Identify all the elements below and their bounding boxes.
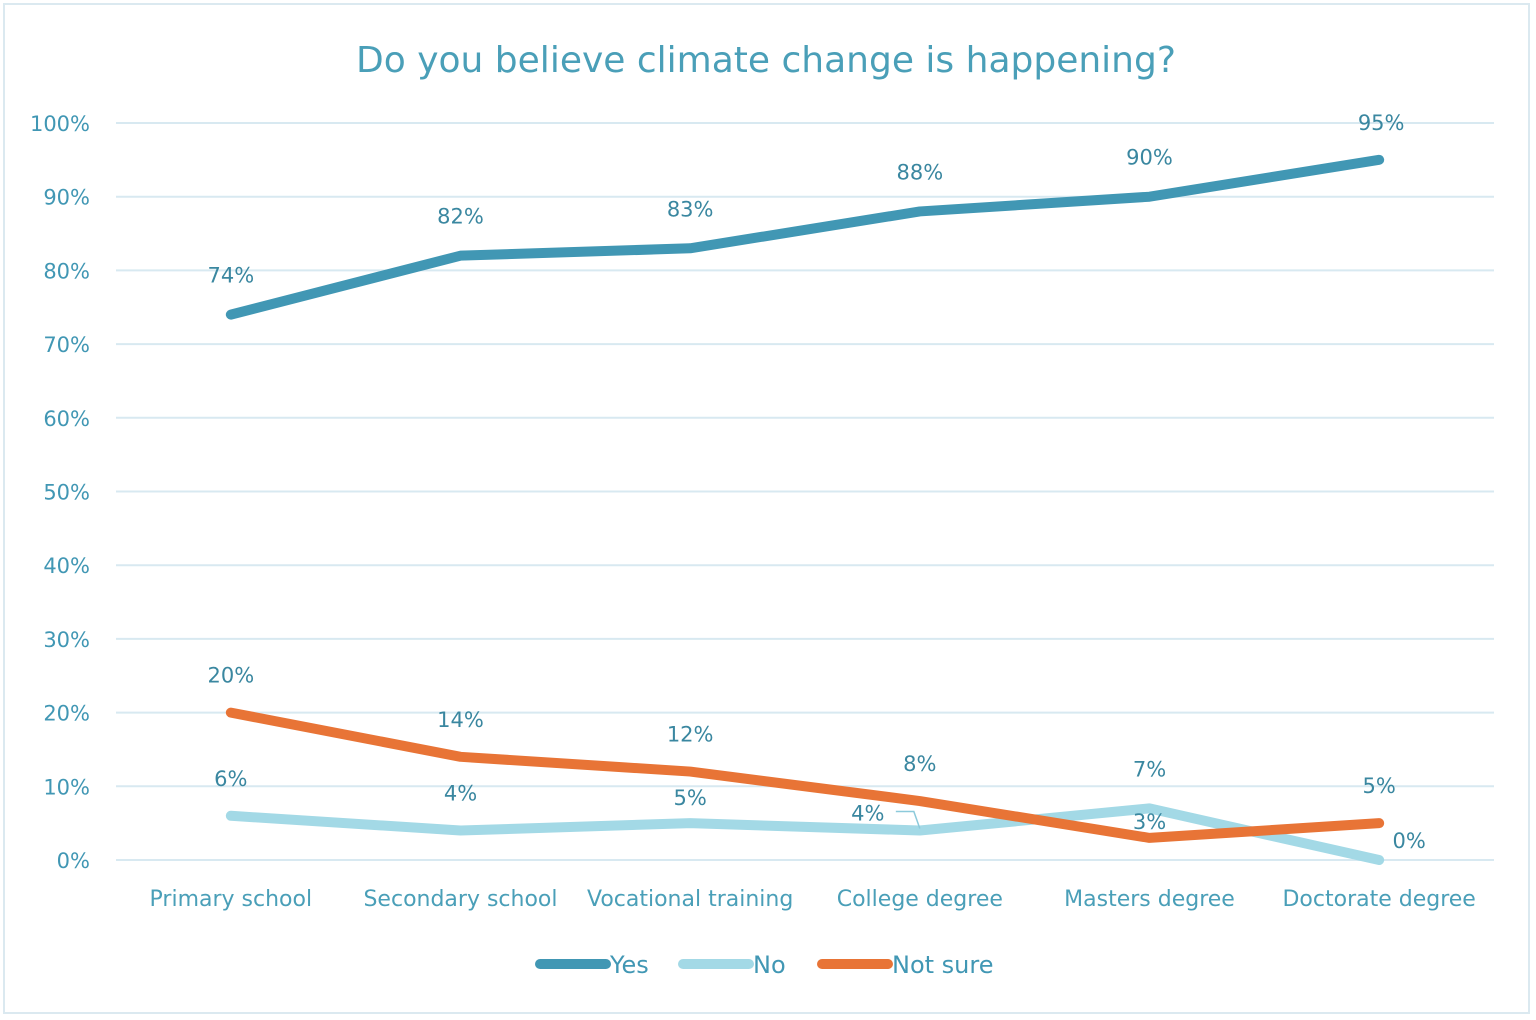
series-line-no <box>225 803 1385 865</box>
y-tick-label: 30% <box>43 628 90 652</box>
data-label: 90% <box>1126 146 1173 170</box>
y-tick-label: 20% <box>43 702 90 726</box>
y-tick-label: 80% <box>43 259 90 283</box>
legend: Yes No Not sure <box>535 951 994 979</box>
x-axis-ticks: Primary school Secondary school Vocational… <box>150 887 1476 912</box>
data-label: 5% <box>674 786 707 810</box>
data-label: 83% <box>667 197 714 221</box>
y-tick-label: 100% <box>30 112 90 136</box>
y-tick-label: 10% <box>43 775 90 799</box>
chart-title: Do you believe climate change is happeni… <box>356 40 1176 81</box>
y-tick-label: 90% <box>43 186 90 210</box>
data-label: 7% <box>1133 757 1166 781</box>
data-label: 14% <box>437 708 484 732</box>
y-tick-label: 0% <box>57 849 90 873</box>
y-tick-label: 50% <box>43 481 90 505</box>
legend-item-not-sure: Not sure <box>817 951 994 979</box>
x-tick-label: Vocational training <box>587 887 793 912</box>
data-label: 4% <box>851 802 884 826</box>
data-label: 0% <box>1393 829 1426 853</box>
data-label: 82% <box>437 205 484 229</box>
data-label: 74% <box>207 264 254 288</box>
y-tick-label: 70% <box>43 333 90 357</box>
data-label: 3% <box>1133 810 1166 834</box>
data-label: 20% <box>207 664 254 688</box>
data-label: 88% <box>896 160 943 184</box>
x-tick-label: Primary school <box>150 887 313 912</box>
x-tick-label: College degree <box>837 887 1003 912</box>
data-label: 4% <box>444 782 477 806</box>
series-line-not-sure <box>225 707 1385 843</box>
x-tick-label: Secondary school <box>363 887 557 912</box>
leader-line <box>895 810 921 829</box>
data-label: 5% <box>1363 774 1396 798</box>
data-label: 8% <box>903 752 936 776</box>
legend-label: Not sure <box>892 951 994 979</box>
data-label: 6% <box>214 767 247 791</box>
legend-label: No <box>753 951 786 979</box>
x-tick-label: Masters degree <box>1064 887 1235 912</box>
legend-label: Yes <box>609 951 649 979</box>
data-label: 12% <box>667 723 714 747</box>
y-tick-label: 60% <box>43 407 90 431</box>
x-tick-label: Doctorate degree <box>1282 887 1475 912</box>
series-line-yes <box>225 154 1385 320</box>
legend-item-yes: Yes <box>535 951 649 979</box>
y-axis-ticks: 0% 10% 20% 30% 40% 50% 60% 70% 80% 90% 100% <box>30 112 90 873</box>
legend-item-no: No <box>678 951 786 979</box>
series-lines <box>225 154 1385 865</box>
gridlines <box>116 122 1494 861</box>
data-labels: 74% 82% 83% 88% 90% 95% 6% 4% 5% 4% 7% 0% 20% 14% 12% 8… <box>207 111 1425 853</box>
data-label: 95% <box>1358 111 1405 135</box>
y-tick-label: 40% <box>43 554 90 578</box>
